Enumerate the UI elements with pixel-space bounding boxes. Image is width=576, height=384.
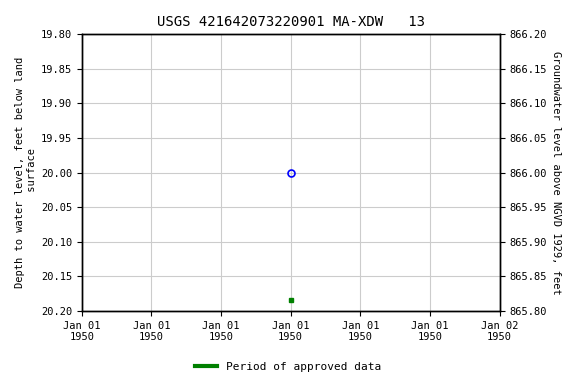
Title: USGS 421642073220901 MA-XDW   13: USGS 421642073220901 MA-XDW 13 [157,15,425,29]
Y-axis label: Depth to water level, feet below land
 surface: Depth to water level, feet below land su… [15,57,37,288]
Y-axis label: Groundwater level above NGVD 1929, feet: Groundwater level above NGVD 1929, feet [551,51,561,295]
Legend: Period of approved data: Period of approved data [191,358,385,377]
